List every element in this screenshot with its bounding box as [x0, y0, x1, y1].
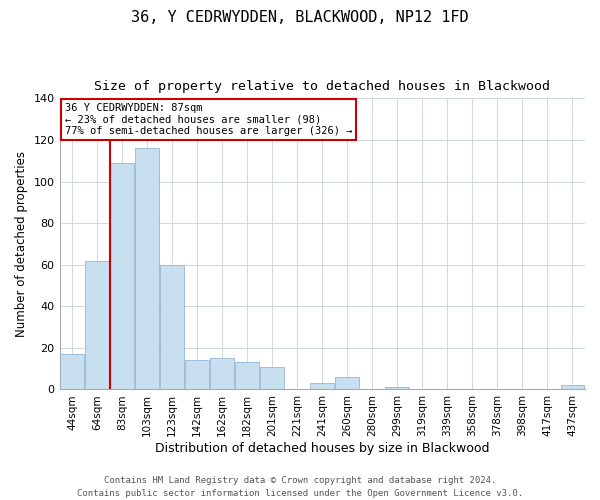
Bar: [110, 163, 134, 390]
Bar: [560, 386, 584, 390]
Title: Size of property relative to detached houses in Blackwood: Size of property relative to detached ho…: [94, 80, 550, 93]
Bar: [210, 358, 234, 390]
Bar: [335, 377, 359, 390]
Text: 36, Y CEDRWYDDEN, BLACKWOOD, NP12 1FD: 36, Y CEDRWYDDEN, BLACKWOOD, NP12 1FD: [131, 10, 469, 25]
Bar: [235, 362, 259, 390]
Bar: [160, 264, 184, 390]
Bar: [385, 388, 409, 390]
Bar: [310, 383, 334, 390]
Bar: [135, 148, 159, 390]
Text: Contains HM Land Registry data © Crown copyright and database right 2024.
Contai: Contains HM Land Registry data © Crown c…: [77, 476, 523, 498]
X-axis label: Distribution of detached houses by size in Blackwood: Distribution of detached houses by size …: [155, 442, 490, 455]
Y-axis label: Number of detached properties: Number of detached properties: [15, 151, 28, 337]
Bar: [85, 260, 109, 390]
Text: 36 Y CEDRWYDDEN: 87sqm
← 23% of detached houses are smaller (98)
77% of semi-det: 36 Y CEDRWYDDEN: 87sqm ← 23% of detached…: [65, 102, 352, 136]
Bar: [60, 354, 84, 390]
Bar: [260, 366, 284, 390]
Bar: [185, 360, 209, 390]
